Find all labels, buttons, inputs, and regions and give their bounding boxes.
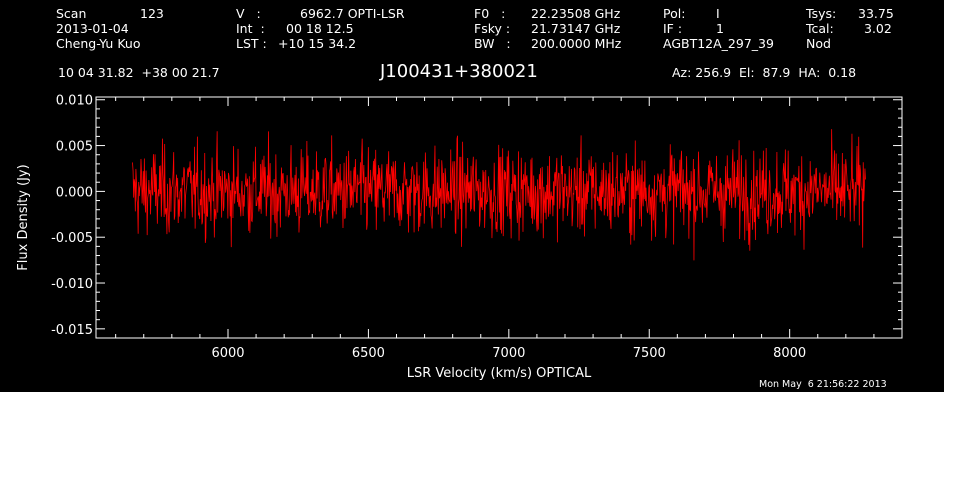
- source-name: J100431+380021: [380, 61, 538, 82]
- scan-label: Scan: [56, 6, 87, 21]
- spectrum-chart: 6000 6500 7000 7500 8000 -0.015 -0.010 -0.005 0.…: [16, 94, 903, 381]
- if-value: 1: [716, 21, 724, 36]
- y-tick-label: -0.005: [51, 231, 93, 246]
- az-el-ha: Az: 256.9 El: 87.9 HA: 0.18: [672, 65, 857, 80]
- y-tick-label: -0.010: [51, 277, 93, 292]
- if-label: IF :: [663, 21, 683, 36]
- tsys-value: 33.75: [858, 6, 894, 21]
- x-tick-label: 7500: [633, 346, 666, 361]
- v-value: 6962.7 OPTI-LSR: [300, 6, 405, 21]
- plot-frame: [95, 96, 903, 339]
- lst-label: LST :: [236, 36, 267, 51]
- fsky-label: Fsky :: [474, 21, 511, 36]
- f0-label: F0 :: [474, 6, 506, 21]
- f0-value: 22.23508 GHz: [531, 6, 621, 21]
- tcal-value: 3.02: [864, 21, 892, 36]
- tcal-label: Tcal:: [806, 21, 834, 36]
- y-tick-label: 0.005: [56, 140, 93, 155]
- x-tick-label: 8000: [773, 346, 806, 361]
- scan-value: 123: [140, 6, 164, 21]
- bw-value: 200.0000 MHz: [531, 36, 622, 51]
- x-tick-label: 7000: [492, 346, 525, 361]
- v-label: V :: [236, 6, 261, 21]
- pol-label: Pol:: [663, 6, 686, 21]
- y-tick-label: -0.015: [51, 323, 93, 338]
- x-tick-label: 6500: [352, 346, 385, 361]
- spectrum-trace: [132, 129, 866, 261]
- y-axis-label: Flux Density (Jy): [16, 164, 31, 270]
- y-tick-label: 0.000: [56, 185, 93, 200]
- pol-value: I: [716, 6, 720, 21]
- x-axis-label: LSR Velocity (km/s) OPTICAL: [407, 366, 592, 381]
- int-value: 00 18 12.5: [286, 21, 354, 36]
- spectrum-panel: Scan 123 2013-01-04 Cheng-Yu Kuo V : 696…: [0, 0, 944, 392]
- bw-label: BW :: [474, 36, 511, 51]
- x-tick-label: 6000: [211, 346, 244, 361]
- project-id: AGBT12A_297_39: [663, 36, 774, 51]
- lst-value: +10 15 34.2: [278, 36, 357, 51]
- int-label: Int :: [236, 21, 265, 36]
- tsys-label: Tsys:: [806, 6, 837, 21]
- y-tick-label: 0.010: [56, 94, 93, 109]
- observer: Cheng-Yu Kuo: [56, 36, 141, 51]
- plot-timestamp: Mon May 6 21:56:22 2013: [759, 379, 887, 390]
- obs-date: 2013-01-04: [56, 21, 129, 36]
- fsky-value: 21.73147 GHz: [531, 21, 621, 36]
- obs-mode: Nod: [806, 36, 831, 51]
- source-coordinates: 10 04 31.82 +38 00 21.7: [58, 65, 220, 80]
